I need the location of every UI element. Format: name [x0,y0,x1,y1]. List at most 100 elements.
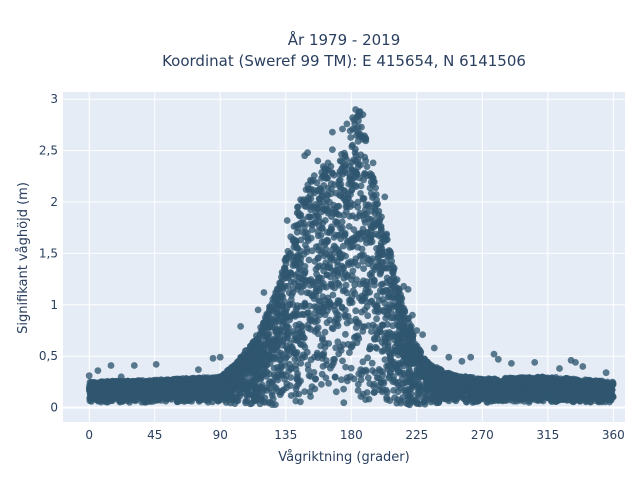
data-point [330,201,337,209]
data-point [306,281,314,289]
data-point [377,281,385,289]
data-point [340,399,348,407]
data-point [448,385,456,392]
data-point [386,293,393,300]
data-point [345,194,352,202]
data-point [283,254,290,262]
data-point [377,379,385,386]
data-point [341,149,348,157]
data-point [235,382,243,390]
data-point [363,303,371,310]
data-point [314,263,322,271]
data-point [390,365,397,372]
data-point [324,263,332,271]
data-point [404,348,412,355]
data-point [484,382,492,390]
data-point [353,276,360,283]
data-point [366,345,374,353]
data-point [322,202,330,210]
data-point [310,172,318,180]
data-point [569,393,577,400]
data-point [308,383,316,390]
data-point [413,352,420,360]
data-point [327,255,335,262]
data-point [343,156,350,163]
data-point [382,338,389,345]
data-point [330,359,337,367]
data-point [328,223,335,231]
data-point [273,305,281,312]
data-point [354,262,362,269]
data-point [479,387,486,394]
data-point [367,298,374,306]
data-point [379,321,387,329]
data-point [382,314,390,322]
data-point [348,159,356,166]
data-point [297,288,305,296]
data-point [377,267,385,274]
data-point [335,180,343,188]
data-point [96,379,103,386]
data-point [335,311,342,319]
data-point [281,298,289,306]
data-point [253,332,260,339]
data-point [295,311,303,319]
data-point [297,247,304,255]
data-point [368,359,376,367]
data-point [322,245,330,253]
data-point [286,301,293,309]
data-point [367,178,375,186]
data-point [313,179,321,187]
data-point [386,352,394,360]
data-point [362,157,370,165]
data-point [316,297,324,305]
data-point [316,199,323,207]
data-point [332,231,340,239]
data-point [319,336,326,344]
data-point [422,363,430,371]
data-point [389,322,397,330]
data-point [355,117,362,125]
data-point [305,309,312,317]
data-point [385,362,393,369]
data-point [414,400,422,407]
data-point [306,388,314,396]
data-point [320,238,328,246]
data-point [279,370,287,378]
data-point [378,226,385,234]
data-point [228,396,236,404]
data-point [326,229,333,237]
data-point [297,341,305,348]
data-point [341,270,349,277]
data-point [347,373,354,381]
data-point [334,246,342,254]
data-point [340,385,347,393]
data-point [287,250,294,257]
data-point [313,212,321,220]
data-point [395,367,403,375]
data-point [252,396,259,404]
data-point [364,312,372,320]
data-point [356,280,364,288]
data-point [270,383,278,391]
data-point [316,305,323,313]
data-point [357,190,364,197]
data-point [354,138,362,145]
data-point [381,356,389,363]
data-point [348,342,356,350]
data-point [384,252,392,260]
data-point [276,285,284,292]
data-point [308,247,316,255]
data-point [318,174,325,182]
data-point [86,397,94,405]
data-point [422,387,430,395]
data-point [345,223,353,230]
data-point [297,360,305,367]
data-point [289,328,297,335]
data-point [414,394,422,402]
data-point [360,265,367,272]
data-point [372,191,380,198]
data-point [392,379,400,387]
data-point [305,256,313,264]
data-point [391,394,399,401]
